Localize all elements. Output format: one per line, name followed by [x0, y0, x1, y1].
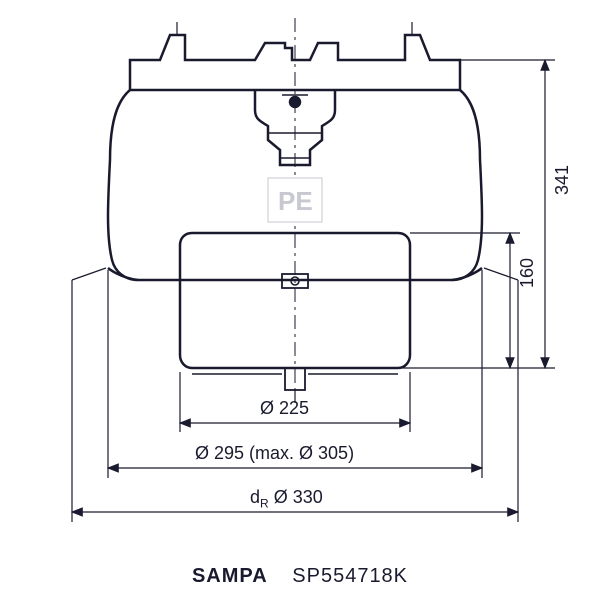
dim-dia-mid: Ø 295 (max. Ø 305) [195, 443, 354, 464]
caption-brand: SAMPA [192, 565, 268, 587]
dim-height-lower: 160 [517, 258, 538, 288]
dim-dia-outer: dR Ø 330 [250, 487, 323, 511]
watermark-text: PE [278, 186, 313, 217]
caption-part: SP554718K [292, 565, 408, 587]
dim-dia-inner: Ø 225 [260, 398, 309, 419]
caption: SAMPA SP554718K [0, 565, 600, 588]
figure: 341 160 Ø 225 Ø 295 (max. Ø 305) dR Ø 33… [0, 0, 600, 600]
dim-height-total: 341 [552, 165, 573, 195]
